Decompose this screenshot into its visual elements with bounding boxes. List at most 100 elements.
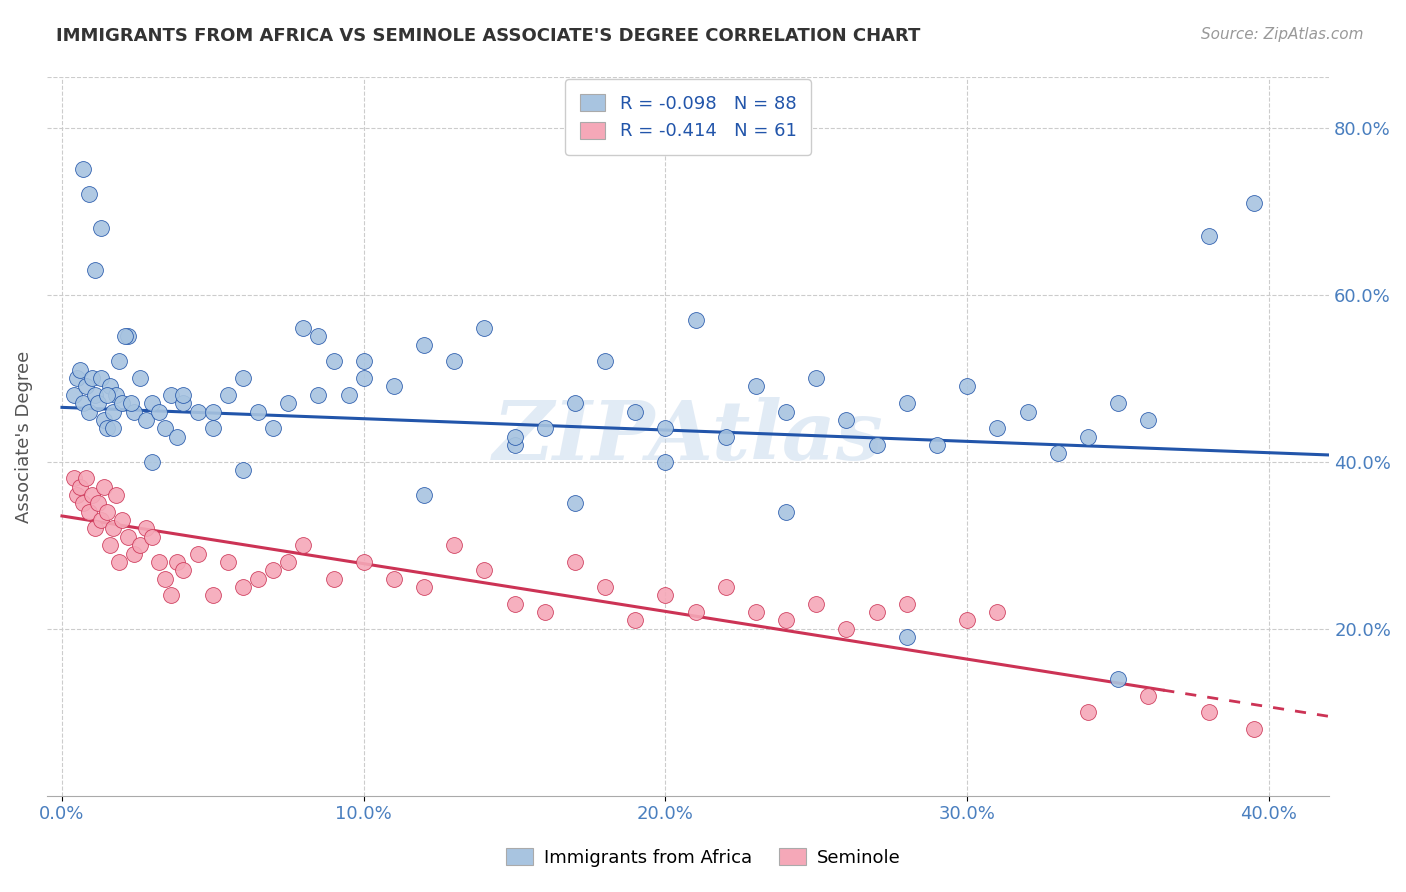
Point [1137, 413, 1160, 427]
Point [714, 429, 737, 443]
Point [153, 572, 176, 586]
Point [624, 613, 647, 627]
Point [232, 371, 254, 385]
Point [111, 513, 134, 527]
Point [322, 572, 344, 586]
Point [96, 505, 118, 519]
Point [413, 488, 436, 502]
Point [90, 220, 112, 235]
Point [564, 496, 586, 510]
Point [201, 421, 224, 435]
Point [896, 396, 918, 410]
Point [277, 555, 299, 569]
Point [247, 404, 270, 418]
Legend: R = -0.098   N = 88, R = -0.414   N = 61: R = -0.098 N = 88, R = -0.414 N = 61 [565, 79, 811, 155]
Point [277, 396, 299, 410]
Point [986, 421, 1008, 435]
Point [956, 613, 979, 627]
Point [866, 605, 889, 619]
Text: IMMIGRANTS FROM AFRICA VS SEMINOLE ASSOCIATE'S DEGREE CORRELATION CHART: IMMIGRANTS FROM AFRICA VS SEMINOLE ASSOC… [56, 27, 921, 45]
Point [217, 555, 239, 569]
Point [90, 513, 112, 527]
Point [1107, 396, 1129, 410]
Point [503, 429, 526, 443]
Point [474, 563, 496, 577]
Point [66, 488, 89, 502]
Point [775, 613, 797, 627]
Point [382, 379, 405, 393]
Point [307, 388, 329, 402]
Point [159, 588, 181, 602]
Point [84, 388, 107, 402]
Point [624, 404, 647, 418]
Point [835, 622, 858, 636]
Point [232, 463, 254, 477]
Point [353, 555, 375, 569]
Point [1198, 705, 1220, 719]
Point [84, 521, 107, 535]
Point [593, 354, 616, 368]
Point [1017, 404, 1039, 418]
Point [103, 521, 125, 535]
Text: Source: ZipAtlas.com: Source: ZipAtlas.com [1201, 27, 1364, 42]
Point [172, 563, 194, 577]
Point [129, 371, 152, 385]
Point [866, 438, 889, 452]
Point [322, 354, 344, 368]
Point [337, 388, 360, 402]
Text: ZIPAtlas: ZIPAtlas [492, 397, 883, 476]
Point [201, 588, 224, 602]
Point [159, 388, 181, 402]
Point [75, 379, 97, 393]
Point [129, 538, 152, 552]
Point [63, 471, 86, 485]
Point [745, 379, 768, 393]
Point [503, 597, 526, 611]
Point [1077, 429, 1099, 443]
Point [84, 262, 107, 277]
Point [135, 521, 157, 535]
Point [1243, 722, 1265, 736]
Point [72, 496, 94, 510]
Point [775, 404, 797, 418]
Point [835, 413, 858, 427]
Point [135, 413, 157, 427]
Point [247, 572, 270, 586]
Legend: Immigrants from Africa, Seminole: Immigrants from Africa, Seminole [498, 841, 908, 874]
Point [564, 555, 586, 569]
Point [77, 404, 100, 418]
Point [201, 404, 224, 418]
Y-axis label: Associate's Degree: Associate's Degree [15, 351, 32, 523]
Point [956, 379, 979, 393]
Point [413, 337, 436, 351]
Point [117, 329, 139, 343]
Point [90, 371, 112, 385]
Point [232, 580, 254, 594]
Point [925, 438, 948, 452]
Point [103, 404, 125, 418]
Point [66, 371, 89, 385]
Point [148, 404, 170, 418]
Point [262, 421, 284, 435]
Point [503, 438, 526, 452]
Point [685, 605, 707, 619]
Point [82, 371, 104, 385]
Point [77, 505, 100, 519]
Point [187, 547, 209, 561]
Point [108, 555, 131, 569]
Point [685, 312, 707, 326]
Point [153, 421, 176, 435]
Point [564, 396, 586, 410]
Point [172, 388, 194, 402]
Point [1077, 705, 1099, 719]
Point [82, 488, 104, 502]
Point [108, 354, 131, 368]
Point [75, 471, 97, 485]
Point [69, 363, 91, 377]
Point [141, 455, 163, 469]
Point [105, 388, 128, 402]
Point [654, 588, 676, 602]
Point [806, 371, 828, 385]
Point [262, 563, 284, 577]
Point [98, 538, 121, 552]
